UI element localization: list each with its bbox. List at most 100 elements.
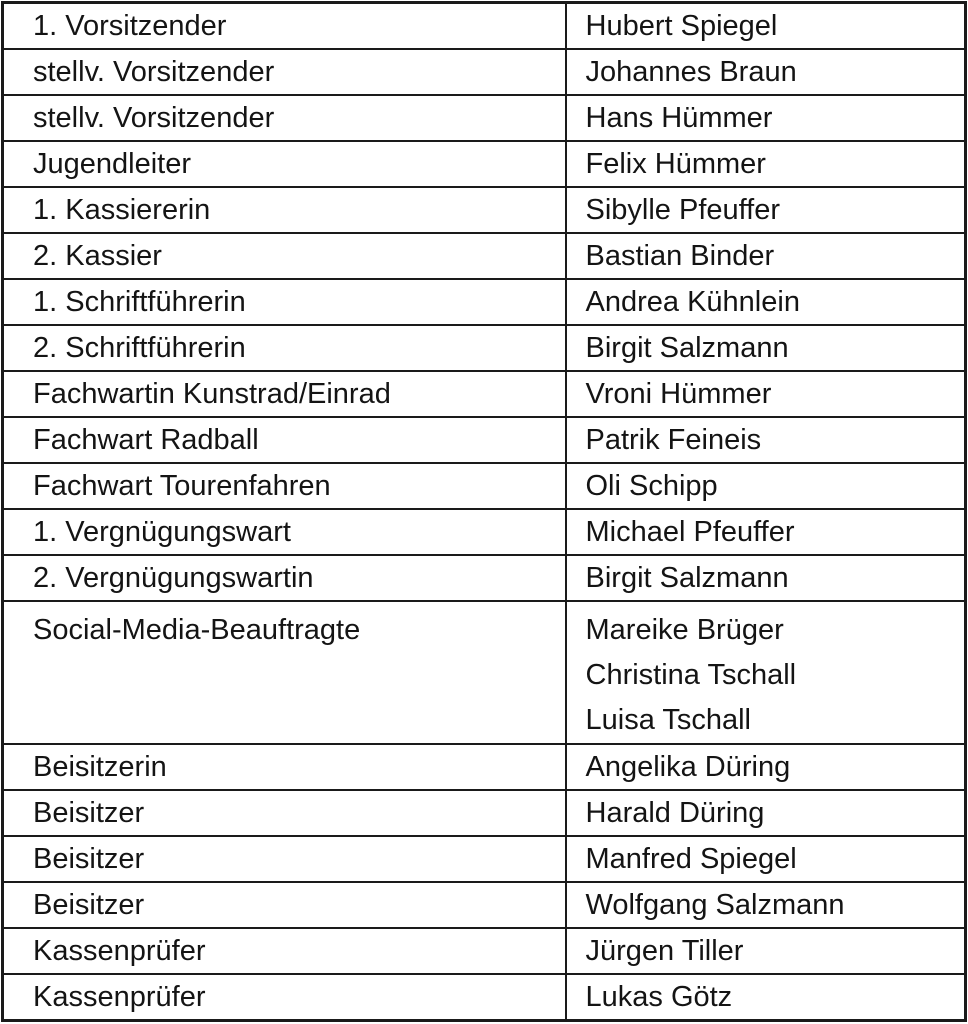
name-line: Hans Hümmer: [585, 101, 773, 134]
role-label: Beisitzer: [33, 796, 145, 829]
name-cell: Patrik Feineis: [564, 416, 967, 464]
table-row: Beisitzerin Angelika Düring: [1, 743, 967, 791]
role-cell: Kassenprüfer: [1, 973, 567, 1022]
name-cell: Andrea Kühnlein: [564, 278, 967, 326]
name-cell: Angelika Düring: [564, 743, 967, 791]
name-cell: Felix Hümmer: [564, 140, 967, 188]
name-cell: Bastian Binder: [564, 232, 967, 280]
role-label: stellv. Vorsitzender: [33, 101, 275, 134]
role-cell: 1. Schriftführerin: [1, 278, 567, 326]
role-label: 2. Schriftführerin: [33, 331, 246, 364]
role-cell: 2. Schriftführerin: [1, 324, 567, 372]
table-row: Fachwart Tourenfahren Oli Schipp: [1, 462, 967, 510]
name-line: Angelika Düring: [585, 750, 791, 783]
table-row: 2. Vergnügungswartin Birgit Salzmann: [1, 554, 967, 602]
name-line: Mareike Brüger: [585, 614, 784, 646]
role-cell: 2. Vergnügungswartin: [1, 554, 567, 602]
name-line: Jürgen Tiller: [585, 934, 744, 967]
name-line: Birgit Salzmann: [585, 561, 789, 594]
table-row: Kassenprüfer Lukas Götz: [1, 973, 967, 1022]
table-row: Beisitzer Manfred Spiegel: [1, 835, 967, 883]
table-row: Social-Media-Beauftragte Mareike Brüger C…: [1, 600, 967, 745]
name-cell: Mareike Brüger Christina Tschall Luisa Tsc…: [564, 600, 967, 745]
name-cell: Manfred Spiegel: [564, 835, 967, 883]
role-label: Fachwart Tourenfahren: [33, 469, 331, 502]
name-cell: Jürgen Tiller: [564, 927, 967, 975]
role-cell: Fachwartin Kunstrad/Einrad: [1, 370, 567, 418]
table-row: stellv. Vorsitzender Hans Hümmer: [1, 94, 967, 142]
name-line: Vroni Hümmer: [585, 377, 772, 410]
name-cell: Vroni Hümmer: [564, 370, 967, 418]
role-cell: 1. Kassiererin: [1, 186, 567, 234]
name-line: Oli Schipp: [585, 469, 718, 502]
role-label: Beisitzer: [33, 888, 145, 921]
table-row: Beisitzer Harald Düring: [1, 789, 967, 837]
role-cell: Fachwart Radball: [1, 416, 567, 464]
name-cell: Harald Düring: [564, 789, 967, 837]
role-label: Jugendleiter: [33, 147, 191, 180]
role-cell: 2. Kassier: [1, 232, 567, 280]
table-row: Jugendleiter Felix Hümmer: [1, 140, 967, 188]
table-row: 1. Schriftführerin Andrea Kühnlein: [1, 278, 967, 326]
table-row: 1. Vergnügungswart Michael Pfeuffer: [1, 508, 967, 556]
table-row: 2. Schriftführerin Birgit Salzmann: [1, 324, 967, 372]
role-cell: Kassenprüfer: [1, 927, 567, 975]
role-cell: Beisitzer: [1, 789, 567, 837]
role-label: 1. Vergnügungswart: [33, 515, 291, 548]
table-row: Fachwartin Kunstrad/Einrad Vroni Hümmer: [1, 370, 967, 418]
name-cell: Hubert Spiegel: [564, 1, 967, 50]
table-row: Beisitzer Wolfgang Salzmann: [1, 881, 967, 929]
name-line: Manfred Spiegel: [585, 842, 797, 875]
role-label: Fachwartin Kunstrad/Einrad: [33, 377, 391, 410]
table-row: 2. Kassier Bastian Binder: [1, 232, 967, 280]
name-line: Michael Pfeuffer: [585, 515, 795, 548]
role-cell: Fachwart Tourenfahren: [1, 462, 567, 510]
role-label: Beisitzer: [33, 842, 145, 875]
role-label: Kassenprüfer: [33, 934, 206, 967]
role-cell: stellv. Vorsitzender: [1, 48, 567, 96]
role-label: 2. Kassier: [33, 239, 162, 272]
name-cell: Michael Pfeuffer: [564, 508, 967, 556]
name-cell: Birgit Salzmann: [564, 324, 967, 372]
name-line: Johannes Braun: [585, 55, 797, 88]
name-cell: Johannes Braun: [564, 48, 967, 96]
name-line: Hubert Spiegel: [585, 9, 778, 42]
name-line: Felix Hümmer: [585, 147, 766, 180]
name-cell: Birgit Salzmann: [564, 554, 967, 602]
table-row: Kassenprüfer Jürgen Tiller: [1, 927, 967, 975]
table-row: stellv. Vorsitzender Johannes Braun: [1, 48, 967, 96]
name-cell: Oli Schipp: [564, 462, 967, 510]
name-line: Christina Tschall: [585, 659, 797, 691]
role-label: stellv. Vorsitzender: [33, 55, 275, 88]
role-cell: 1. Vergnügungswart: [1, 508, 567, 556]
role-label: Fachwart Radball: [33, 423, 259, 456]
name-cell: Sibylle Pfeuffer: [564, 186, 967, 234]
name-cell: Lukas Götz: [564, 973, 967, 1022]
name-line: Birgit Salzmann: [585, 331, 789, 364]
name-line: Bastian Binder: [585, 239, 775, 272]
role-cell: Social-Media-Beauftragte: [1, 600, 567, 745]
name-line: Andrea Kühnlein: [585, 285, 800, 318]
name-line: Sibylle Pfeuffer: [585, 193, 781, 226]
name-line: Wolfgang Salzmann: [585, 888, 845, 921]
role-label: Kassenprüfer: [33, 980, 206, 1013]
role-label: Beisitzerin: [33, 750, 167, 783]
role-cell: Jugendleiter: [1, 140, 567, 188]
role-cell: stellv. Vorsitzender: [1, 94, 567, 142]
name-line: Patrik Feineis: [585, 423, 762, 456]
table-row: 1. Vorsitzender Hubert Spiegel: [1, 1, 967, 50]
name-line: Harald Düring: [585, 796, 765, 829]
name-line: Lukas Götz: [585, 980, 733, 1013]
table-row: Fachwart Radball Patrik Feineis: [1, 416, 967, 464]
role-cell: 1. Vorsitzender: [1, 1, 567, 50]
role-label: 1. Vorsitzender: [33, 9, 227, 42]
role-label: 2. Vergnügungswartin: [33, 561, 314, 594]
name-cell: Wolfgang Salzmann: [564, 881, 967, 929]
role-label: 1. Kassiererin: [33, 193, 211, 226]
table-row: 1. Kassiererin Sibylle Pfeuffer: [1, 186, 967, 234]
role-cell: Beisitzerin: [1, 743, 567, 791]
name-line: Luisa Tschall: [585, 704, 752, 736]
role-label: 1. Schriftführerin: [33, 285, 246, 318]
